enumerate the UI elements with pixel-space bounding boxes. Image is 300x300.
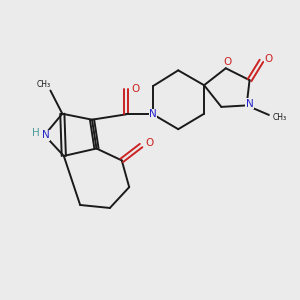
Text: H: H	[32, 128, 40, 138]
Text: O: O	[265, 54, 273, 64]
Text: O: O	[132, 84, 140, 94]
Text: CH₃: CH₃	[272, 113, 286, 122]
Text: CH₃: CH₃	[37, 80, 51, 89]
Text: N: N	[41, 130, 49, 140]
Text: O: O	[146, 138, 154, 148]
Text: N: N	[246, 99, 254, 109]
Text: N: N	[149, 109, 157, 119]
Text: O: O	[223, 57, 231, 67]
